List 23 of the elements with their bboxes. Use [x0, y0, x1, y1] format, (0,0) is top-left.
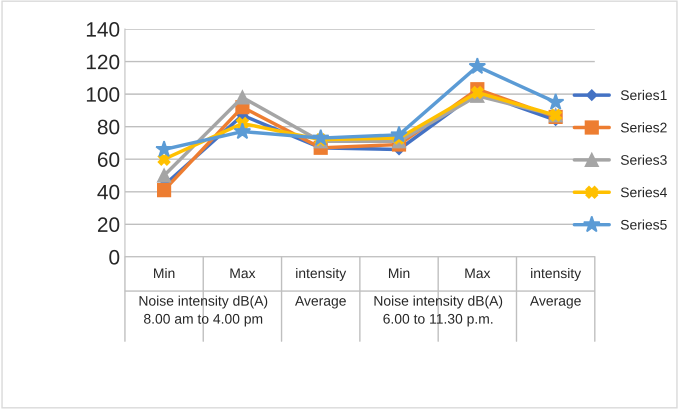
legend-label: Series3: [620, 154, 667, 165]
y-tick-label: 20: [98, 217, 120, 232]
legend-label: Series5: [620, 219, 667, 230]
y-tick-label: 120: [86, 54, 120, 70]
x-tick-label: intensity: [531, 268, 582, 281]
y-tick-label: 140: [86, 22, 120, 37]
y-tick-label: 60: [98, 152, 120, 167]
x-tick-label: Min: [154, 268, 174, 278]
x-tick-label: Min: [388, 268, 410, 278]
legend-label: Series1: [620, 90, 667, 100]
x-tick-label: Max: [465, 268, 490, 278]
x-tick-label: intensity: [296, 268, 346, 281]
text: Average: [295, 296, 346, 309]
y-tick-label: 80: [98, 120, 120, 134]
legend-label: Series2: [620, 122, 667, 133]
text: Noise intensity dB(A) 8.00 am to 4.00 pm: [140, 296, 268, 327]
legend-label: Series4: [620, 187, 667, 198]
y-tick-label: 100: [86, 87, 120, 102]
x-tick-label: Max: [230, 268, 256, 278]
text: Noise intensity dB(A) 6.00 to 11.30 p.m.: [374, 296, 502, 327]
text: Average: [530, 296, 581, 309]
y-tick-label: 40: [97, 184, 120, 200]
y-tick-label: 0: [109, 250, 120, 265]
